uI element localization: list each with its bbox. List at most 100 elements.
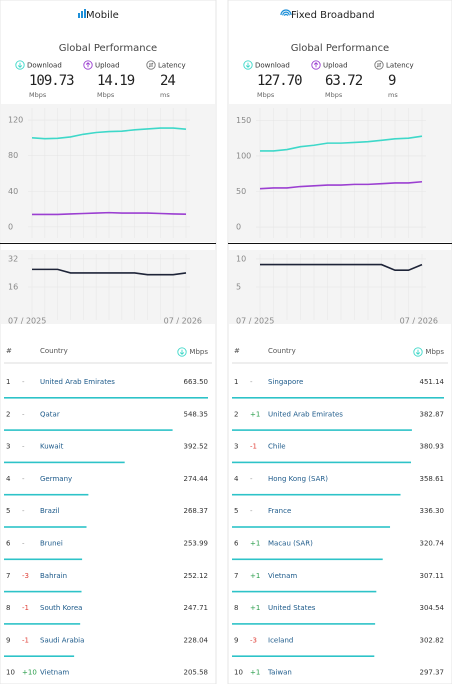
icon [374,60,384,70]
panel-frame [227,0,452,684]
speed: 252.12 [184,572,209,580]
country: United Arab Emirates [268,410,343,418]
country: Bahrain [40,572,67,580]
country: Taiwan [267,669,292,677]
speed: 268.37 [184,507,209,515]
y-tick-label: 100 [236,151,251,160]
rank: 3 [6,443,10,451]
country: Saudi Arabia [40,636,84,644]
rank: 3 [234,443,238,451]
stat-unit: ms [160,91,170,99]
x-tick-label: 07 / 2025 [236,317,274,326]
speed-bar [4,493,89,496]
panel-frame [0,0,217,684]
country: Hong Kong (SAR) [268,475,328,483]
rank: 10 [234,669,243,677]
speed: 382.87 [420,410,445,418]
speed: 451.14 [420,378,445,386]
stat-label: Download [27,62,62,70]
rank-change: -1 [22,604,29,612]
icon [179,349,185,355]
series-line [31,127,187,140]
stat-value: 24 [160,73,175,89]
speed-bar [4,558,83,561]
speed-bar [4,623,81,625]
stat-label: Latency [158,62,186,70]
x-tick-label: 07 / 2025 [8,317,46,326]
country: United States [268,604,316,612]
panel-title: Mobile [86,10,119,21]
header-icon [284,13,288,16]
header-icon [280,9,292,16]
series-line [32,268,187,276]
stat-label: Upload [95,62,120,70]
rank-change: - [22,507,25,515]
speed: 205.58 [184,669,209,677]
country: Vietnam [268,572,297,580]
rank-change: - [250,475,253,483]
rank: 7 [234,572,238,580]
icon [146,60,156,70]
rank-change: - [22,378,25,386]
speed: 548.35 [184,410,209,418]
stat-unit: Mbps [29,91,47,99]
y-tick-label: 40 [8,187,18,196]
series-line [260,263,423,271]
speed: 392.52 [184,443,209,451]
header-icon [84,9,86,18]
stat-unit: Mbps [325,91,343,99]
country: Qatar [40,410,60,418]
table-head: Mbps [189,348,208,356]
icon [413,347,423,357]
speed: 380.93 [420,443,445,451]
rank-change: +1 [250,410,260,418]
speed: 304.54 [420,604,445,612]
icon [85,62,91,68]
stat-value: 63.72 [325,73,363,89]
y-tick-label: 80 [8,151,18,160]
speed-bar [4,655,75,657]
rank: 5 [234,507,238,515]
speed: 336.30 [420,507,445,515]
speed: 253.99 [184,540,209,548]
rank-change: +10 [22,669,37,677]
rank: 7 [6,572,10,580]
speed: 320.74 [420,540,445,548]
speed: 663.50 [184,378,209,386]
speed: 297.37 [420,669,445,677]
x-tick-label: 07 / 2026 [400,317,438,326]
speed: 247.71 [184,604,209,612]
stat-value: 109.73 [29,73,74,89]
panel-title: Fixed Broadband [291,10,375,21]
y-tick-label: 5 [236,283,241,292]
country: Singapore [268,378,303,386]
rank: 8 [6,604,10,612]
rank: 10 [6,669,15,677]
speed-bar [232,558,383,561]
speed-bar [4,590,82,593]
icon [376,62,382,68]
stat-value: 127.70 [257,73,302,89]
rank: 8 [234,604,238,612]
speed: 302.82 [420,636,445,644]
country: United Arab Emirates [40,378,115,386]
y-tick-label: 50 [236,187,246,196]
rank: 4 [234,475,239,483]
stat-label: Upload [323,62,348,70]
icon [415,349,421,355]
speed-bar [232,461,412,464]
speed-bar [4,461,125,464]
y-tick-label: 120 [8,116,23,125]
stat-value: 9 [388,73,396,89]
rank-change: +1 [250,604,260,612]
series-line [259,180,423,190]
speed-bar [232,590,377,593]
icon [83,60,93,70]
rank: 6 [234,540,239,548]
icon [311,60,321,70]
rank: 2 [234,410,238,418]
rank-change: -1 [22,636,29,644]
rank-change: +1 [250,540,260,548]
rank-change: - [250,378,253,386]
icon [313,62,319,68]
